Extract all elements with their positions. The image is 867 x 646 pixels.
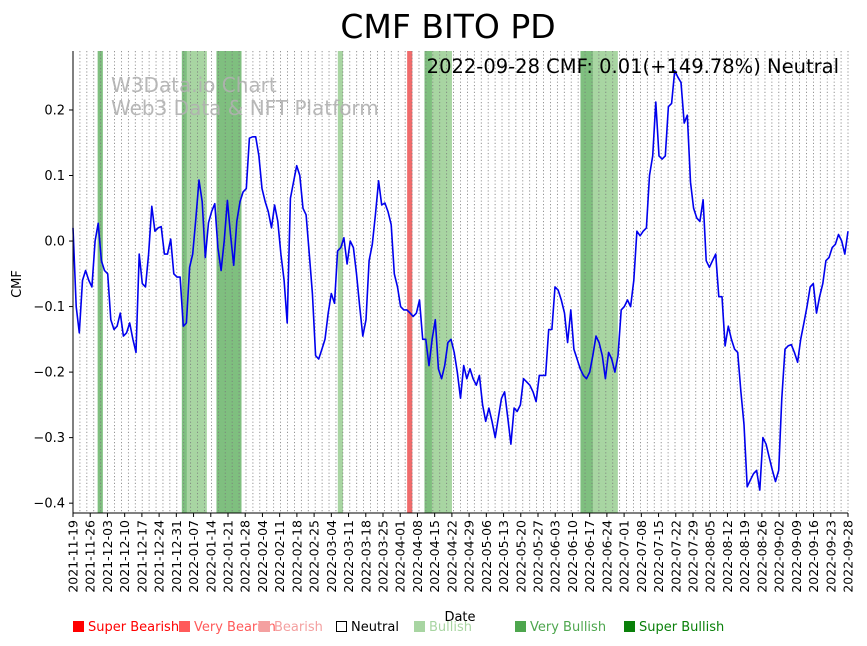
x-tick-label: 2022-02-04	[255, 520, 270, 593]
x-tick-label: 2022-05-06	[479, 520, 494, 593]
signal-band-3	[216, 51, 242, 513]
y-tick-label: 0.1	[44, 169, 65, 184]
legend-label: Very Bearish	[194, 620, 276, 635]
vertical-gridlines	[72, 51, 849, 513]
x-axis: 2021-11-19 2021-11-26 2021-12-03 2021-12-10…	[66, 512, 856, 593]
legend-label: Super Bearish	[88, 620, 180, 635]
watermark-line-2: Web3 Data & NFT Platform	[111, 96, 379, 120]
x-tick-label: 2022-05-27	[531, 520, 546, 593]
y-tick-label: −0.4	[33, 497, 65, 512]
legend-swatch-neutral	[336, 621, 347, 632]
x-tick-label: 2022-01-07	[186, 520, 201, 593]
cmf-annotation: 2022-09-28 CMF: 0.01(+149.78%) Neutral	[427, 55, 839, 78]
x-tick-label: 2022-05-20	[513, 520, 528, 593]
signal-band-6	[424, 51, 435, 513]
signal-band-9	[592, 51, 618, 513]
x-tick-label: 2022-02-11	[272, 520, 287, 593]
x-tick-label: 2022-03-11	[341, 520, 356, 593]
x-tick-label: 2022-06-10	[565, 520, 580, 593]
cmf-line	[72, 69, 849, 491]
legend-swatch-very-bullish	[515, 621, 526, 632]
x-tick-label: 2022-08-05	[703, 520, 718, 593]
x-tick-label: 2022-09-16	[806, 520, 821, 593]
y-tick-label: 0.2	[44, 103, 65, 118]
x-tick-label: 2022-08-26	[754, 520, 769, 593]
signal-band-8	[580, 51, 596, 513]
cmf-series	[72, 69, 849, 491]
x-tick-label: 2022-08-19	[737, 520, 752, 593]
legend-swatch-bearish	[259, 621, 270, 632]
x-tick-label: 2021-12-10	[117, 520, 132, 593]
x-tick-label: 2022-07-01	[617, 520, 632, 593]
x-tick-label: 2022-04-29	[462, 520, 477, 593]
x-tick-label: 2022-01-21	[221, 520, 236, 593]
x-tick-label: 2022-09-23	[823, 520, 838, 593]
x-tick-label: 2022-04-15	[427, 520, 442, 593]
y-axis-label: CMF	[10, 270, 25, 298]
legend-swatch-super-bearish	[73, 621, 84, 632]
x-tick-label: 2022-04-08	[410, 520, 425, 593]
legend-label: Bullish	[429, 620, 473, 635]
x-tick-label: 2022-06-24	[599, 520, 614, 593]
x-tick-label: 2022-07-29	[686, 520, 701, 593]
x-tick-label: 2022-04-22	[444, 520, 459, 593]
x-tick-label: 2022-06-17	[582, 520, 597, 593]
x-tick-label: 2021-11-19	[66, 520, 81, 593]
x-tick-label: 2022-06-03	[548, 520, 563, 593]
x-tick-label: 2022-09-02	[772, 520, 787, 593]
signal-band-5	[407, 51, 413, 513]
signal-band-1	[181, 51, 190, 513]
x-tick-label: 2022-03-25	[376, 520, 391, 593]
x-tick-label: 2022-04-01	[393, 520, 408, 593]
x-tick-label: 2022-02-18	[289, 520, 304, 593]
signal-band-4	[337, 51, 344, 513]
legend-label: Very Bullish	[530, 620, 607, 635]
legend-label: Neutral	[351, 620, 399, 635]
legend: Super Bearish Very Bearish Bearish Neutr…	[73, 620, 863, 638]
x-tick-label: 2021-12-31	[169, 520, 184, 593]
x-tick-label: 2022-02-25	[307, 520, 322, 593]
x-tick-label: 2022-07-15	[651, 520, 666, 593]
legend-item-very-bullish: Very Bullish	[515, 620, 606, 635]
x-tick-label: 2022-01-14	[203, 520, 218, 593]
signal-band-0	[97, 51, 103, 513]
legend-item-neutral: Neutral	[336, 620, 399, 635]
x-tick-label: 2022-09-09	[789, 520, 804, 593]
x-tick-label: 2022-03-04	[324, 520, 339, 593]
x-tick-label: 2022-07-08	[634, 520, 649, 593]
signal-band-7	[431, 51, 452, 513]
y-tick-label: 0.0	[44, 235, 65, 250]
x-tick-label: 2022-07-22	[668, 520, 683, 593]
x-tick-label: 2022-09-28	[841, 520, 856, 593]
legend-item-bullish: Bullish	[414, 620, 472, 635]
legend-swatch-super-bullish	[624, 621, 635, 632]
legend-item-super-bearish: Super Bearish	[73, 620, 179, 635]
x-tick-label: 2022-08-12	[720, 520, 735, 593]
legend-label: Bearish	[274, 620, 323, 635]
y-tick-label: −0.2	[33, 366, 65, 381]
x-axis-label: Date	[444, 610, 475, 625]
legend-item-very-bearish: Very Bearish	[179, 620, 276, 635]
x-tick-label: 2022-03-18	[358, 520, 373, 593]
x-tick-label: 2021-11-26	[83, 520, 98, 593]
x-tick-label: 2021-12-17	[134, 520, 149, 593]
legend-item-super-bullish: Super Bullish	[624, 620, 724, 635]
signal-band-2	[186, 51, 207, 513]
legend-swatch-very-bearish	[179, 621, 190, 632]
watermark-line-1: W3Data.io Chart	[111, 73, 277, 97]
y-tick-label: −0.3	[33, 431, 65, 446]
y-tick-label: −0.1	[33, 300, 65, 315]
legend-item-bearish: Bearish	[259, 620, 323, 635]
y-axis: −0.4 −0.3 −0.2 −0.1 0.0 0.1 0.2	[33, 51, 74, 513]
x-tick-label: 2022-01-28	[238, 520, 253, 593]
x-tick-label: 2021-12-03	[100, 520, 115, 593]
chart-title: CMF BITO PD	[340, 7, 555, 46]
x-tick-label: 2021-12-24	[152, 520, 167, 593]
legend-label: Super Bullish	[639, 620, 725, 635]
x-tick-label: 2022-05-13	[496, 520, 511, 593]
signal-bands	[97, 51, 618, 513]
legend-swatch-bullish	[414, 621, 425, 632]
